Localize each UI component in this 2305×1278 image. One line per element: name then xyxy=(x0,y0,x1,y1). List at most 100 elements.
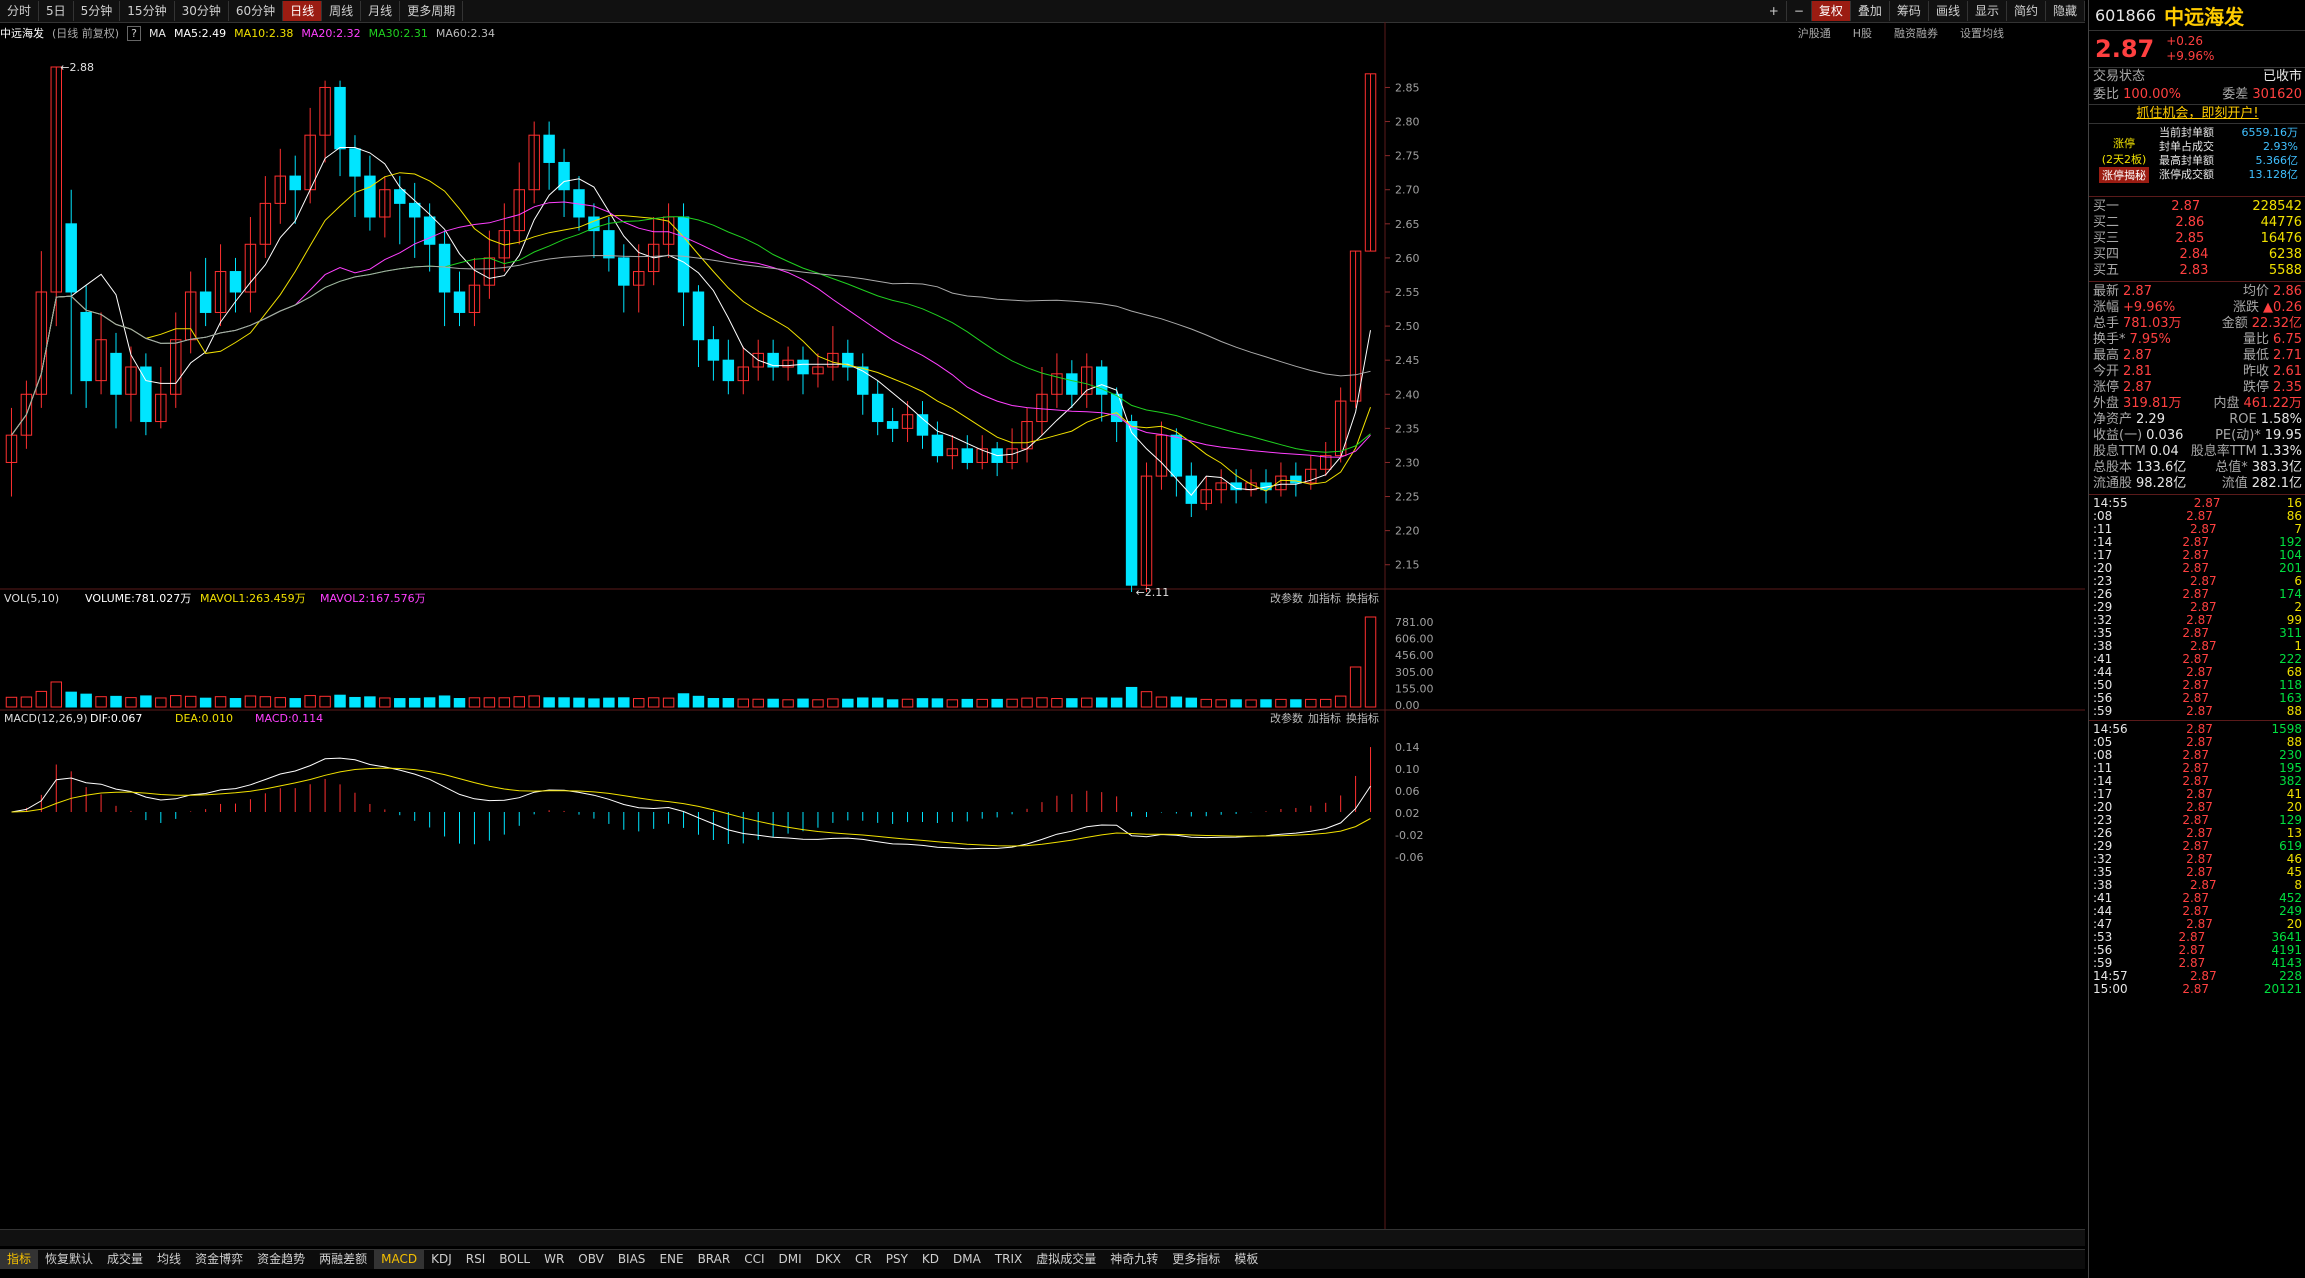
indicator-tab[interactable]: 均线 xyxy=(157,1252,182,1266)
macd-y-tick-label: 0.10 xyxy=(1395,763,1420,776)
toolbar-menu[interactable]: 简约 xyxy=(2007,1,2046,21)
period-tab[interactable]: 周线 xyxy=(322,1,362,21)
sub-link[interactable]: 沪股通 xyxy=(1797,27,1831,40)
tick-price: 2.87 xyxy=(2186,826,2213,840)
stat-label: 今开 xyxy=(2093,364,2120,379)
period-tab[interactable]: 日线 xyxy=(283,1,323,21)
candle-body xyxy=(468,284,481,313)
tick-time: :29 xyxy=(2093,600,2113,614)
period-tab[interactable]: 5分钟 xyxy=(74,1,121,21)
indicator-tab[interactable]: 模板 xyxy=(1234,1252,1259,1266)
quote-change: +0.26 xyxy=(2166,34,2203,48)
indicator-tab[interactable]: BRAR xyxy=(697,1252,731,1266)
toolbar-menu[interactable]: 复权 xyxy=(1811,1,1851,21)
tick-volume: 41 xyxy=(2286,787,2302,801)
tick-volume: 619 xyxy=(2279,839,2302,853)
toolbar-menu[interactable]: 显示 xyxy=(1968,1,2007,21)
stat-label: 量比 xyxy=(2243,332,2270,347)
vol-mavol1: MAVOL1:263.459万 xyxy=(200,592,306,605)
indicator-tab[interactable]: KD xyxy=(921,1252,940,1266)
vol-y-tick-label: 606.00 xyxy=(1395,633,1434,646)
indicator-tab[interactable]: ENE xyxy=(659,1252,684,1266)
indicator-tab[interactable]: 指标 xyxy=(0,1250,39,1269)
bid-volume: 6238 xyxy=(2268,247,2302,262)
volume-bar xyxy=(946,699,959,708)
tick-volume: 99 xyxy=(2286,613,2302,627)
vol-y-tick-label: 0.00 xyxy=(1395,699,1420,712)
stat-row: 总股本 133.6亿 总值* 383.3亿 xyxy=(2089,460,2305,476)
bid-label: 买五 xyxy=(2093,263,2120,278)
indicator-tab[interactable]: 资金博弈 xyxy=(195,1252,244,1266)
limit-reveal-button[interactable]: 涨停揭秘 xyxy=(2099,167,2149,183)
indicator-tab[interactable]: 成交量 xyxy=(107,1252,144,1266)
bid-volume: 228542 xyxy=(2252,199,2302,214)
indicator-tab[interactable]: 两融差额 xyxy=(319,1252,368,1266)
tick-volume: 195 xyxy=(2279,761,2302,775)
volume-bar xyxy=(304,695,316,708)
sub-link[interactable]: H股 xyxy=(1852,27,1872,40)
period-tab[interactable]: 60分钟 xyxy=(229,1,284,21)
indicator-tab[interactable]: 资金趋势 xyxy=(257,1252,306,1266)
tick-price: 2.87 xyxy=(2182,774,2210,788)
indicator-tab[interactable]: 更多指标 xyxy=(1172,1252,1221,1266)
help-icon[interactable]: ? xyxy=(127,25,141,41)
zoom-in-icon[interactable]: + xyxy=(1762,1,1787,21)
indicator-tab[interactable]: DMI xyxy=(778,1252,802,1266)
indicator-tab[interactable]: TRIX xyxy=(994,1252,1023,1266)
toolbar-menu[interactable]: 隐藏 xyxy=(2046,1,2085,21)
indicator-tab[interactable]: BOLL xyxy=(499,1252,531,1266)
indicator-tab[interactable]: MACD xyxy=(374,1250,425,1269)
period-tab[interactable]: 更多周期 xyxy=(400,1,464,21)
indicator-tab[interactable]: PSY xyxy=(885,1252,908,1266)
period-tab[interactable]: 5日 xyxy=(39,1,74,21)
tick-price: 2.87 xyxy=(2178,956,2206,970)
indicator-tab[interactable]: DMA xyxy=(953,1252,981,1266)
zoom-out-icon[interactable]: − xyxy=(1787,1,1812,21)
indicator-tab[interactable]: 神奇九转 xyxy=(1110,1252,1159,1266)
bid-price: 2.87 xyxy=(2171,199,2201,214)
toolbar-menu[interactable]: 筹码 xyxy=(1890,1,1929,21)
stat-value: 383.3亿 xyxy=(2251,460,2302,475)
adjust-mode[interactable]: (日线 前复权) xyxy=(52,27,120,40)
indicator-tab[interactable]: RSI xyxy=(465,1252,486,1266)
candle-body xyxy=(1364,73,1377,252)
candle-body xyxy=(901,414,914,429)
volume-bar xyxy=(244,695,257,708)
y-tick-label: 2.75 xyxy=(1395,150,1420,163)
toolbar-menu[interactable]: 叠加 xyxy=(1851,1,1890,21)
indicator-tab[interactable]: DKX xyxy=(815,1252,841,1266)
stat-row: 涨幅 +9.96% 涨跌 ▲0.26 xyxy=(2089,300,2305,316)
period-tab[interactable]: 30分钟 xyxy=(175,1,229,21)
indicator-tab[interactable]: OBV xyxy=(578,1252,604,1266)
sub-link[interactable]: 设置均线 xyxy=(1960,27,2004,40)
candle-body xyxy=(1349,250,1362,402)
tick-row: :50 2.87 118 xyxy=(2089,679,2305,692)
candle-body xyxy=(394,189,406,204)
y-tick-label: 2.35 xyxy=(1395,422,1420,435)
period-tab[interactable]: 月线 xyxy=(361,1,401,21)
ma5-value: MA5:2.49 xyxy=(173,26,227,40)
quote-panel: 601866 中远海发 2.87 +0.26 +9.96% 交易状态 已收市 委比… xyxy=(2088,0,2305,1278)
indicator-tab[interactable]: 恢复默认 xyxy=(45,1252,94,1266)
indicator-tab[interactable]: WR xyxy=(544,1252,565,1266)
indicator-tab[interactable]: CR xyxy=(855,1252,872,1266)
promo-link[interactable]: 抓住机会，即刻开户! xyxy=(2136,106,2259,121)
period-tab[interactable]: 15分钟 xyxy=(120,1,175,21)
period-tab[interactable]: 分时 xyxy=(0,1,40,21)
toolbar-menu[interactable]: 画线 xyxy=(1929,1,1968,21)
tick-time: :50 xyxy=(2093,678,2113,692)
chart-scrollbar[interactable] xyxy=(0,1229,2085,1246)
tick-price: 2.87 xyxy=(2182,626,2210,640)
sub-link[interactable]: 融资融券 xyxy=(1894,27,1938,40)
indicator-tab[interactable]: KDJ xyxy=(431,1252,452,1266)
indicator-tab[interactable]: 虚拟成交量 xyxy=(1036,1252,1097,1266)
kline-chart[interactable]: 2.85 2.80 2.75 2.70 2.65 2.60 2.55 2.50 2.45 2.40… xyxy=(0,22,2085,1229)
indicator-tab[interactable]: BIAS xyxy=(617,1252,646,1266)
candle-body xyxy=(528,134,540,191)
volume-bar xyxy=(1290,699,1302,708)
limit-info-row: 最高封单额 5.366亿 xyxy=(2155,154,2302,168)
tick-volume: 68 xyxy=(2286,665,2302,679)
indicator-tab[interactable]: CCI xyxy=(744,1252,765,1266)
candle-body xyxy=(871,393,884,423)
candle-body xyxy=(1110,393,1123,423)
